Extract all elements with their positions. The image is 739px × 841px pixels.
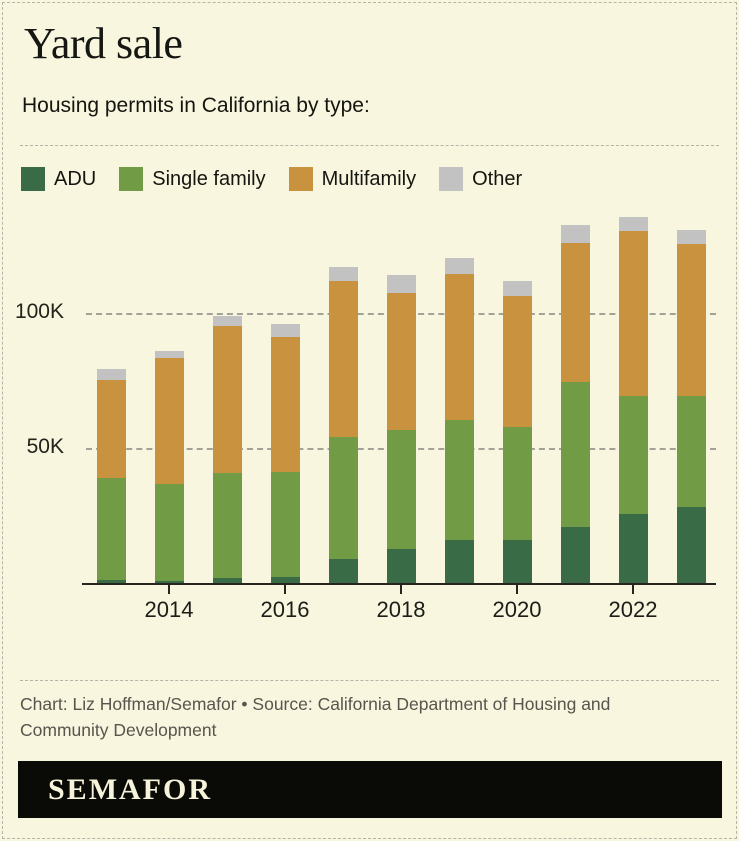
bar-2017 xyxy=(328,266,358,583)
bar-segment-multifamily xyxy=(444,274,474,421)
x-tick-label-2018: 2018 xyxy=(376,597,426,622)
legend-swatch-multifamily xyxy=(288,167,313,191)
bar-segment-other xyxy=(154,351,184,358)
bar-segment-single-family xyxy=(212,472,242,579)
bar-segment-multifamily xyxy=(270,336,300,473)
bar-segment-adu xyxy=(328,559,358,583)
x-tick-2014 xyxy=(168,585,170,594)
bar-segment-other xyxy=(676,230,706,244)
bar-segment-adu xyxy=(270,577,300,583)
bar-segment-multifamily xyxy=(96,380,126,478)
chart-legend: ADU Single family Multifamily Other xyxy=(21,167,522,191)
y-tick-label-50K: 50K xyxy=(26,435,64,458)
bar-segment-adu xyxy=(386,549,416,583)
x-tick-label-2020: 2020 xyxy=(492,597,542,622)
bar-segment-single-family xyxy=(560,381,590,527)
bar-segment-multifamily xyxy=(328,280,358,437)
bar-segment-single-family xyxy=(270,472,300,578)
footer-divider xyxy=(20,680,719,681)
bar-segment-single-family xyxy=(154,484,184,582)
x-tick-label-2022: 2022 xyxy=(608,597,658,622)
plot-area xyxy=(82,205,716,583)
bar-segment-multifamily xyxy=(618,231,648,397)
legend-label: Single family xyxy=(152,167,266,190)
x-tick-label-2014: 2014 xyxy=(144,597,194,622)
bar-2021 xyxy=(560,225,590,583)
bar-2018 xyxy=(386,275,416,583)
bar-segment-single-family xyxy=(96,477,126,580)
bar-segment-multifamily xyxy=(212,325,242,473)
semafor-logo-bar: SEMAFOR xyxy=(18,761,722,818)
legend-item-other: Other xyxy=(439,167,522,191)
legend-label: Other xyxy=(472,167,523,190)
x-tick-2016 xyxy=(284,585,286,594)
bar-2023 xyxy=(676,230,706,583)
legend-item-adu: ADU xyxy=(21,167,96,191)
legend-swatch-single-family xyxy=(119,167,144,191)
credit-source-text: Chart: Liz Hoffman/Semafor • Source: Cal… xyxy=(20,694,611,740)
bar-segment-adu xyxy=(618,514,648,583)
bar-2020 xyxy=(502,281,532,583)
legend-item-single-family: Single family xyxy=(119,167,266,191)
bar-segment-adu xyxy=(502,539,532,583)
bar-segment-multifamily xyxy=(154,357,184,485)
bar-2016 xyxy=(270,324,300,583)
x-tick-2020 xyxy=(516,585,518,594)
bar-segment-other xyxy=(270,324,300,337)
bar-segment-single-family xyxy=(618,396,648,515)
legend-swatch-adu xyxy=(21,167,45,191)
bar-segment-other xyxy=(618,216,648,232)
bar-segment-single-family xyxy=(444,420,474,540)
bar-segment-other xyxy=(328,266,358,281)
bar-segment-other xyxy=(502,281,532,297)
bar-segment-other xyxy=(386,275,416,294)
bar-segment-adu xyxy=(154,581,184,583)
bar-2014 xyxy=(154,351,184,583)
bar-2022 xyxy=(618,216,648,583)
bar-2019 xyxy=(444,258,474,583)
bar-segment-single-family xyxy=(328,436,358,560)
bar-segment-other xyxy=(444,258,474,275)
x-tick-2018 xyxy=(400,585,402,594)
bar-segment-multifamily xyxy=(676,243,706,397)
legend-swatch-other xyxy=(439,167,464,191)
bar-segment-single-family xyxy=(502,426,532,540)
bar-segment-single-family xyxy=(676,396,706,508)
bar-segment-multifamily xyxy=(386,293,416,431)
legend-label: Multifamily xyxy=(321,167,417,190)
bar-segment-other xyxy=(560,225,590,243)
semafor-wordmark: SEMAFOR xyxy=(48,773,212,806)
x-axis: 2014 2016 2018 2020 2022 xyxy=(82,585,716,630)
bar-segment-other xyxy=(212,315,242,326)
x-axis-line xyxy=(82,583,716,585)
x-tick-label-2016: 2016 xyxy=(260,597,310,622)
legend-label: ADU xyxy=(54,167,97,190)
bar-segment-other xyxy=(96,369,126,381)
bar-2013 xyxy=(96,369,126,583)
bar-segment-adu xyxy=(560,526,590,583)
bar-segment-adu xyxy=(96,579,126,583)
bar-segment-adu xyxy=(676,507,706,583)
bar-segment-multifamily xyxy=(560,242,590,382)
y-axis-labels: 50K 100K xyxy=(0,205,64,583)
x-tick-2022 xyxy=(632,585,634,594)
bar-segment-single-family xyxy=(386,430,416,550)
bar-2015 xyxy=(212,315,242,583)
y-tick-label-100K: 100K xyxy=(14,300,64,323)
bar-segment-adu xyxy=(444,539,474,583)
bar-segment-adu xyxy=(212,578,242,583)
page-title: Yard sale xyxy=(24,19,183,68)
bar-segment-multifamily xyxy=(502,296,532,427)
chart-subtitle: Housing permits in California by type: xyxy=(22,94,370,117)
legend-item-multifamily: Multifamily xyxy=(288,167,417,191)
header-divider xyxy=(20,145,719,146)
